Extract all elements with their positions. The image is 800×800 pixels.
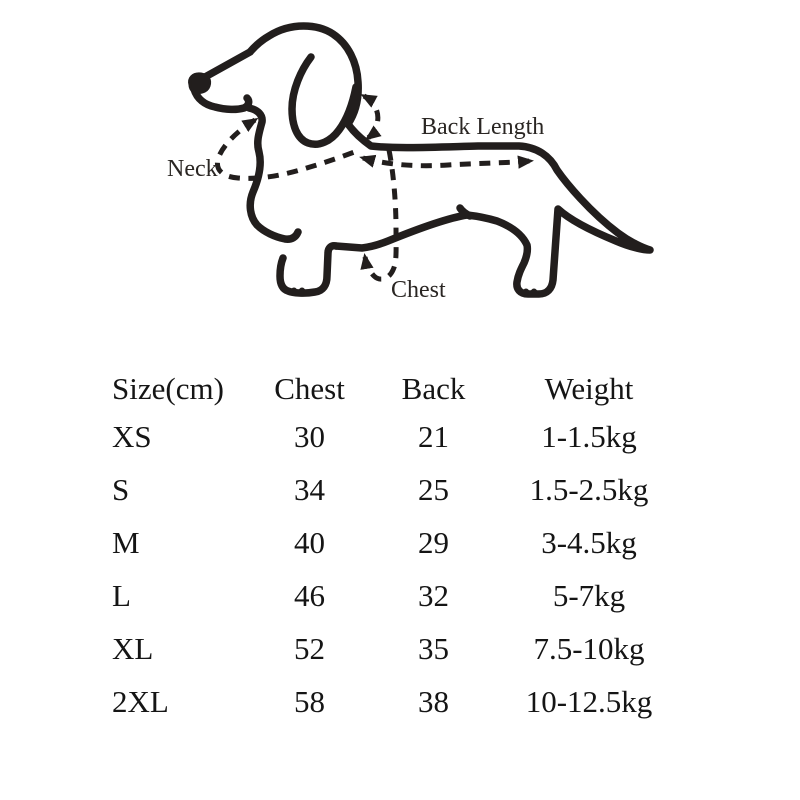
cell-back: 35: [418, 631, 449, 666]
cell-chest: 30: [294, 419, 325, 454]
size-table-header-row: Size(cm) Chest Back Weight: [112, 366, 672, 410]
neck-back-measure-arc: [360, 93, 382, 141]
table-row: XS 30 21 1-1.5kg: [112, 410, 672, 463]
cell-weight: 3-4.5kg: [541, 525, 637, 560]
dog-measurement-diagram: Neck Back Length Chest: [167, 22, 654, 303]
dog-hind-paw-toes: [521, 288, 539, 296]
table-row: L 46 32 5-7kg: [112, 569, 672, 622]
back-length-measure-line: [359, 154, 534, 169]
cell-size: XS: [112, 419, 152, 454]
cell-size: XL: [112, 631, 154, 666]
cell-back: 25: [418, 472, 449, 507]
size-table: Size(cm) Chest Back Weight XS 30 21 1-1.5kg S 34…: [112, 366, 672, 728]
cell-size: M: [112, 525, 140, 560]
neck-label: Neck: [167, 156, 218, 182]
column-header: Back: [401, 370, 466, 406]
table-row: XL 52 35 7.5-10kg: [112, 622, 672, 675]
cell-back: 38: [418, 684, 449, 719]
neck-measure-line: [214, 117, 358, 181]
cell-back: 32: [418, 578, 449, 613]
cell-weight: 1-1.5kg: [541, 419, 637, 454]
column-header: Chest: [274, 370, 345, 406]
cell-size: S: [112, 472, 130, 507]
dog-ear: [288, 53, 360, 148]
cell-size: 2XL: [112, 684, 169, 719]
dog-mouth: [190, 85, 253, 114]
dog-body-outline: [201, 22, 654, 298]
cell-chest: 34: [294, 472, 325, 507]
cell-weight: 7.5-10kg: [533, 631, 645, 666]
cell-chest: 58: [294, 684, 325, 719]
column-header: Size(cm): [112, 370, 224, 406]
cell-back: 21: [418, 419, 449, 454]
dog-nose: [188, 72, 212, 94]
dog-chest-front-line: [245, 104, 302, 243]
column-header: Weight: [544, 370, 634, 406]
table-row: S 34 25 1.5-2.5kg: [112, 463, 672, 516]
cell-chest: 46: [294, 578, 325, 613]
back-length-label: Back Length: [421, 114, 544, 140]
dog-front-leg: [276, 242, 340, 297]
dog-hind-leg-notch: [456, 204, 474, 220]
cell-chest: 40: [294, 525, 325, 560]
cell-size: L: [112, 578, 131, 613]
chest-measure-line: [360, 149, 399, 282]
table-row: M 40 29 3-4.5kg: [112, 516, 672, 569]
table-row: 2XL 58 38 10-12.5kg: [112, 675, 672, 728]
dog-front-paw-toes: [289, 287, 307, 295]
cell-back: 29: [418, 525, 449, 560]
cell-chest: 52: [294, 631, 325, 666]
size-table-body: XS 30 21 1-1.5kg S 34 25 1.5-2.5kg M 40 29 3-4.5kg L…: [112, 410, 672, 728]
chest-label: Chest: [391, 277, 446, 303]
cell-weight: 10-12.5kg: [525, 684, 653, 719]
cell-weight: 1.5-2.5kg: [529, 472, 649, 507]
cell-weight: 5-7kg: [552, 578, 626, 613]
